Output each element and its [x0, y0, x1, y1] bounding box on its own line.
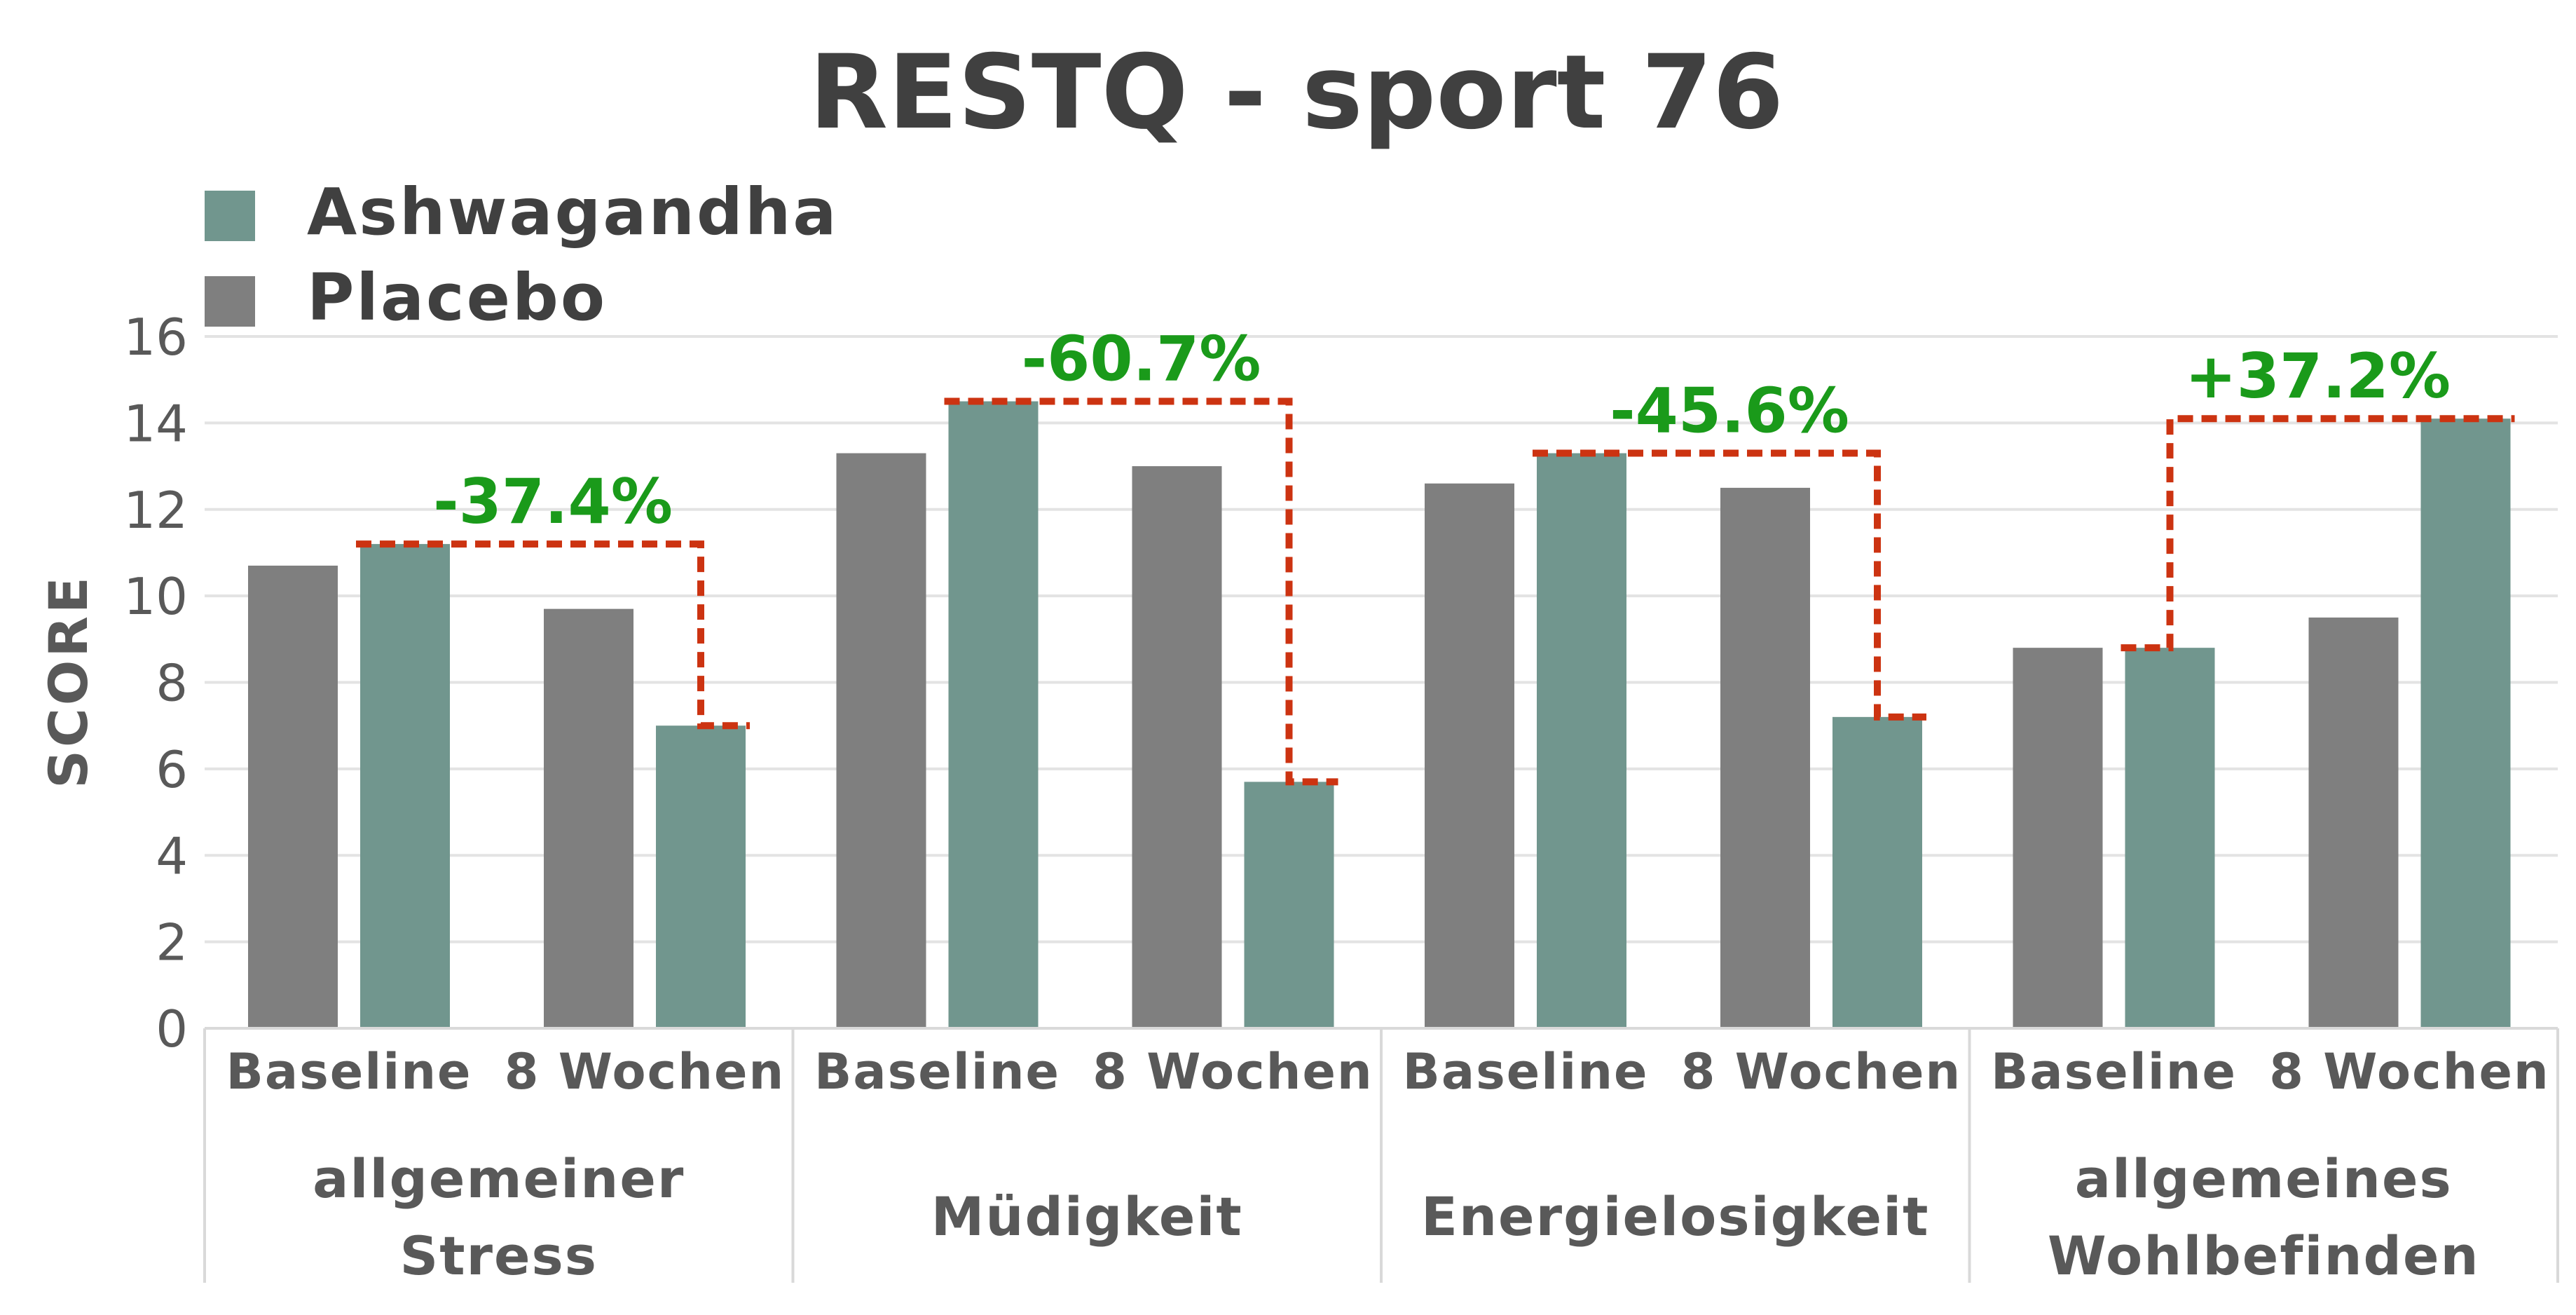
- bar-placebo-allgemeines-wohlbefinden-8-wochen: [2308, 617, 2399, 1028]
- category-label: Wohlbefinden: [2048, 1225, 2480, 1287]
- y-tick-label: 12: [123, 481, 188, 540]
- bar-ashwagandha-energielosigkeit-8-wochen: [1832, 716, 1922, 1028]
- annotations: -37.4% -60.7% -45.6% +37.2%: [356, 323, 2515, 786]
- x-tick-label: Baseline: [1991, 1043, 2237, 1101]
- x-tick-label: 8 Wochen: [2269, 1043, 2550, 1101]
- x-tick-label: 8 Wochen: [1092, 1043, 1373, 1101]
- y-tick-label: 14: [123, 394, 188, 453]
- x-tick-label: Baseline: [814, 1043, 1060, 1101]
- y-tick-label: 2: [156, 913, 188, 972]
- category-label: Stress: [399, 1225, 598, 1287]
- bar-placebo-allgemeiner-stress-8-wochen: [544, 608, 633, 1028]
- legend: Ashwagandha Placebo: [205, 175, 838, 335]
- x-tick-label: 8 Wochen: [505, 1043, 786, 1101]
- change-label: -60.7%: [1022, 323, 1261, 395]
- x-tick-label: Baseline: [226, 1043, 472, 1101]
- bar-ashwagandha-allgemeiner-stress-8-wochen: [656, 725, 746, 1028]
- y-tick-label: 10: [123, 567, 188, 626]
- bar-ashwagandha-allgemeiner-stress-baseline: [360, 544, 450, 1028]
- bar-ashwagandha-mudigkeit-baseline: [948, 401, 1039, 1028]
- bar-ashwagandha-allgemeines-wohlbefinden-baseline: [2125, 648, 2215, 1028]
- x-axis: Baseline 8 Wochen allgemeiner Stress Baselin…: [203, 1027, 2559, 1287]
- change-bracket: [356, 540, 750, 730]
- bar-placebo-allgemeiner-stress-baseline: [248, 565, 338, 1028]
- x-tick-label: 8 Wochen: [1681, 1043, 1962, 1101]
- change-label: +37.2%: [2185, 340, 2451, 412]
- chart-title: RESTQ - sport 76: [809, 33, 1784, 152]
- category-label: allgemeines: [2075, 1147, 2453, 1210]
- x-tick-label: Baseline: [1402, 1043, 1648, 1101]
- bar-ashwagandha-mudigkeit-8-wochen: [1244, 782, 1334, 1028]
- y-tick-label: 16: [123, 308, 188, 367]
- legend-swatch-placebo: [205, 276, 255, 327]
- y-tick-label: 8: [156, 654, 188, 713]
- category-label: Müdigkeit: [931, 1185, 1243, 1248]
- bar-placebo-mudigkeit-baseline: [836, 453, 926, 1028]
- change-bracket: [944, 397, 1338, 786]
- legend-label-ashwagandha: Ashwagandha: [307, 175, 838, 250]
- y-axis-ticks: 0 2 4 6 8 10 12 14 16: [123, 308, 188, 1058]
- y-tick-label: 4: [156, 826, 188, 885]
- bar-placebo-energielosigkeit-8-wochen: [1720, 487, 1810, 1028]
- bars: [248, 401, 2511, 1028]
- bar-placebo-energielosigkeit-baseline: [1425, 483, 1514, 1028]
- bar-ashwagandha-allgemeines-wohlbefinden-8-wochen: [2420, 418, 2511, 1028]
- legend-label-placebo: Placebo: [307, 260, 607, 335]
- category-label: allgemeiner: [313, 1147, 685, 1210]
- legend-swatch-ashwagandha: [205, 191, 255, 241]
- change-label: -37.4%: [433, 465, 673, 538]
- y-tick-label: 6: [156, 740, 188, 799]
- bar-ashwagandha-energielosigkeit-baseline: [1537, 453, 1626, 1028]
- change-bracket: [2121, 415, 2515, 652]
- change-label: -45.6%: [1610, 375, 1849, 447]
- change-bracket: [1533, 449, 1926, 721]
- category-label: Energielosigkeit: [1421, 1185, 1929, 1248]
- bar-placebo-mudigkeit-8-wochen: [1132, 466, 1222, 1028]
- bar-placebo-allgemeines-wohlbefinden-baseline: [2013, 648, 2103, 1028]
- y-tick-label: 0: [156, 1000, 188, 1058]
- y-axis-label: SCORE: [37, 574, 100, 789]
